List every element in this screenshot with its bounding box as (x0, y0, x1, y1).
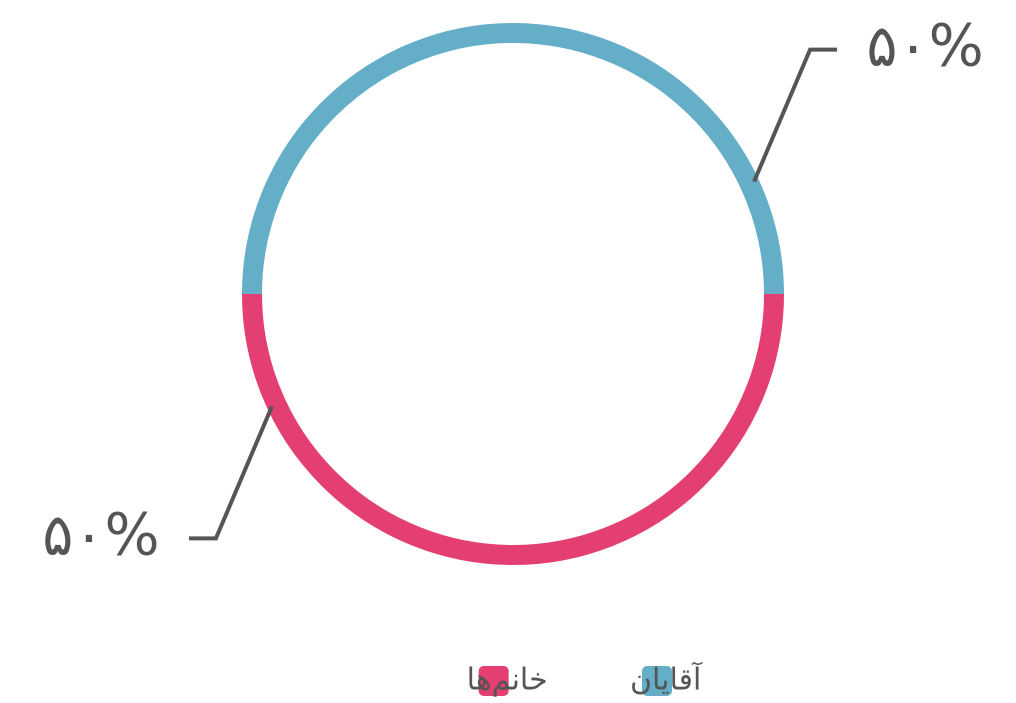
data-label: ۵۰% (42, 501, 159, 569)
legend-swatch (478, 666, 509, 696)
donut-segment (242, 23, 784, 295)
leader-line (752, 47, 838, 183)
legend-label: آقایان (630, 662, 703, 698)
leader-line (188, 405, 274, 541)
donut-segment (242, 293, 784, 565)
legend-swatch (642, 666, 672, 696)
legend-label: خانم‌ها (467, 663, 548, 698)
data-label: ۵۰% (866, 12, 983, 80)
